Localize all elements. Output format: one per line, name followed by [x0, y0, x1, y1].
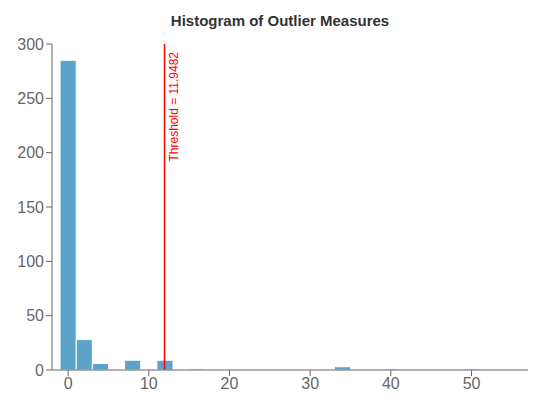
svg-text:250: 250 [17, 90, 44, 107]
svg-text:0: 0 [64, 375, 73, 392]
svg-text:30: 30 [301, 375, 319, 392]
svg-text:50: 50 [463, 375, 481, 392]
svg-text:150: 150 [17, 199, 44, 216]
svg-text:Threshold = 11.9482: Threshold = 11.9482 [167, 52, 181, 162]
svg-text:0: 0 [35, 362, 44, 379]
svg-text:20: 20 [221, 375, 239, 392]
svg-text:10: 10 [140, 375, 158, 392]
svg-text:200: 200 [17, 144, 44, 161]
svg-text:40: 40 [382, 375, 400, 392]
svg-text:50: 50 [26, 307, 44, 324]
svg-text:100: 100 [17, 253, 44, 270]
html-text:Histogram of Outlier Measures: Histogram of Outlier Measures [170, 12, 390, 29]
svg-text:300: 300 [17, 36, 44, 53]
